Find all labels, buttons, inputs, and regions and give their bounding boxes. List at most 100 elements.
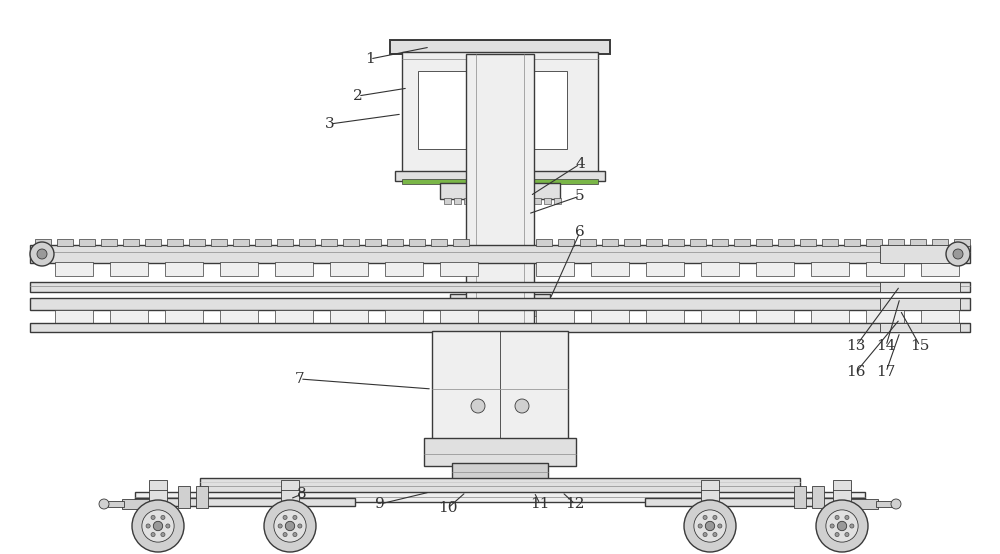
Bar bbox=[178, 486, 190, 508]
Bar bbox=[822, 239, 838, 246]
Bar bbox=[343, 239, 359, 246]
Bar bbox=[794, 486, 806, 508]
Circle shape bbox=[698, 524, 702, 528]
Circle shape bbox=[830, 524, 834, 528]
Bar bbox=[646, 262, 684, 276]
Text: 16: 16 bbox=[846, 365, 866, 379]
Circle shape bbox=[826, 510, 858, 542]
Bar bbox=[645, 498, 865, 506]
Bar bbox=[471, 309, 477, 316]
Text: 1: 1 bbox=[365, 52, 375, 66]
Circle shape bbox=[891, 499, 901, 509]
Circle shape bbox=[161, 532, 165, 537]
Bar bbox=[30, 245, 970, 263]
Bar bbox=[800, 239, 816, 246]
Circle shape bbox=[283, 532, 287, 537]
Bar bbox=[480, 198, 520, 264]
Bar bbox=[910, 239, 926, 246]
Bar bbox=[395, 171, 605, 181]
Bar bbox=[866, 239, 882, 246]
Circle shape bbox=[298, 524, 302, 528]
Bar bbox=[453, 309, 459, 316]
Bar bbox=[811, 262, 849, 276]
Bar bbox=[701, 262, 739, 276]
Bar bbox=[402, 52, 598, 174]
Bar bbox=[390, 40, 610, 54]
Bar bbox=[275, 310, 313, 324]
Bar bbox=[275, 262, 313, 276]
Bar bbox=[558, 239, 574, 246]
Circle shape bbox=[718, 524, 722, 528]
Circle shape bbox=[713, 515, 717, 520]
Circle shape bbox=[146, 524, 150, 528]
Text: 14: 14 bbox=[876, 339, 896, 353]
Bar bbox=[220, 310, 258, 324]
Text: 13: 13 bbox=[846, 339, 866, 353]
Bar bbox=[487, 218, 501, 234]
Bar bbox=[876, 501, 892, 507]
Circle shape bbox=[264, 500, 316, 552]
Bar bbox=[544, 198, 551, 204]
Bar bbox=[476, 282, 524, 296]
Bar bbox=[514, 198, 521, 204]
Bar bbox=[454, 198, 461, 204]
Circle shape bbox=[946, 242, 970, 266]
Bar bbox=[200, 478, 800, 494]
Bar bbox=[701, 480, 719, 502]
Bar bbox=[135, 498, 355, 506]
Text: 8: 8 bbox=[297, 487, 307, 501]
Bar bbox=[255, 239, 271, 246]
Circle shape bbox=[703, 532, 707, 537]
Bar bbox=[110, 310, 148, 324]
Bar bbox=[516, 309, 522, 316]
Bar bbox=[712, 239, 728, 246]
Circle shape bbox=[837, 521, 847, 531]
Bar bbox=[79, 239, 95, 246]
Bar bbox=[646, 239, 662, 246]
Bar bbox=[281, 480, 299, 502]
Bar bbox=[954, 239, 970, 246]
Bar bbox=[55, 310, 93, 324]
Circle shape bbox=[703, 515, 707, 520]
Bar bbox=[482, 270, 518, 284]
Bar bbox=[734, 239, 750, 246]
Bar bbox=[866, 262, 904, 276]
Bar bbox=[624, 239, 640, 246]
Circle shape bbox=[274, 510, 306, 542]
Bar bbox=[385, 310, 423, 324]
Bar bbox=[888, 239, 904, 246]
Bar bbox=[365, 239, 381, 246]
Bar bbox=[196, 486, 208, 508]
Bar bbox=[123, 239, 139, 246]
Circle shape bbox=[293, 532, 297, 537]
Bar bbox=[135, 492, 865, 502]
Circle shape bbox=[37, 249, 47, 259]
Bar bbox=[321, 239, 337, 246]
Bar bbox=[880, 323, 960, 332]
Bar bbox=[330, 262, 368, 276]
Circle shape bbox=[285, 521, 295, 531]
Circle shape bbox=[705, 521, 715, 531]
Text: 7: 7 bbox=[295, 372, 305, 386]
Bar bbox=[525, 309, 531, 316]
Bar bbox=[453, 239, 469, 246]
Bar bbox=[387, 239, 403, 246]
Bar bbox=[424, 438, 576, 466]
Circle shape bbox=[151, 532, 155, 537]
Bar bbox=[554, 198, 561, 204]
Bar bbox=[122, 499, 150, 509]
Bar bbox=[149, 480, 167, 502]
Bar bbox=[536, 310, 574, 324]
Bar bbox=[484, 211, 516, 239]
Circle shape bbox=[515, 399, 529, 413]
Bar bbox=[189, 239, 205, 246]
Circle shape bbox=[153, 521, 163, 531]
Bar bbox=[880, 245, 960, 263]
Bar bbox=[108, 501, 124, 507]
Bar bbox=[466, 54, 534, 444]
Bar bbox=[418, 71, 490, 149]
Bar bbox=[30, 282, 970, 292]
Bar bbox=[756, 310, 794, 324]
Circle shape bbox=[471, 399, 485, 413]
Circle shape bbox=[694, 510, 726, 542]
